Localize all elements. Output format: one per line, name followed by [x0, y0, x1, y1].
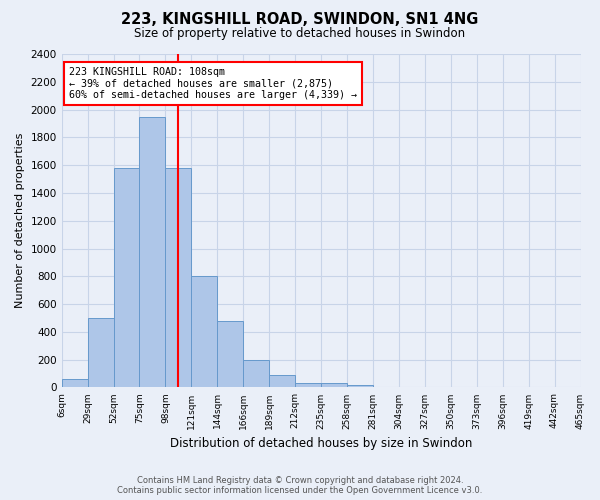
Bar: [269, 375, 295, 388]
Bar: [191, 276, 217, 388]
Bar: [88, 318, 113, 388]
Bar: [139, 116, 166, 388]
Bar: [347, 384, 373, 388]
Bar: [321, 384, 347, 388]
Bar: [113, 168, 139, 388]
Bar: [166, 168, 191, 388]
X-axis label: Distribution of detached houses by size in Swindon: Distribution of detached houses by size …: [170, 437, 472, 450]
Text: Contains HM Land Registry data © Crown copyright and database right 2024.
Contai: Contains HM Land Registry data © Crown c…: [118, 476, 482, 495]
Bar: [243, 360, 269, 388]
Text: Size of property relative to detached houses in Swindon: Size of property relative to detached ho…: [134, 28, 466, 40]
Y-axis label: Number of detached properties: Number of detached properties: [15, 133, 25, 308]
Bar: [217, 320, 243, 388]
Bar: [373, 386, 399, 388]
Text: 223, KINGSHILL ROAD, SWINDON, SN1 4NG: 223, KINGSHILL ROAD, SWINDON, SN1 4NG: [121, 12, 479, 28]
Bar: [62, 379, 88, 388]
Text: 223 KINGSHILL ROAD: 108sqm
← 39% of detached houses are smaller (2,875)
60% of s: 223 KINGSHILL ROAD: 108sqm ← 39% of deta…: [70, 66, 358, 100]
Bar: [295, 382, 321, 388]
